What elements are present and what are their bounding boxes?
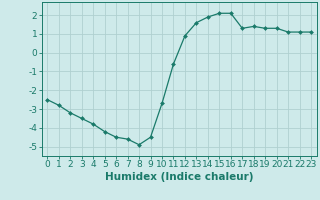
- X-axis label: Humidex (Indice chaleur): Humidex (Indice chaleur): [105, 172, 253, 182]
